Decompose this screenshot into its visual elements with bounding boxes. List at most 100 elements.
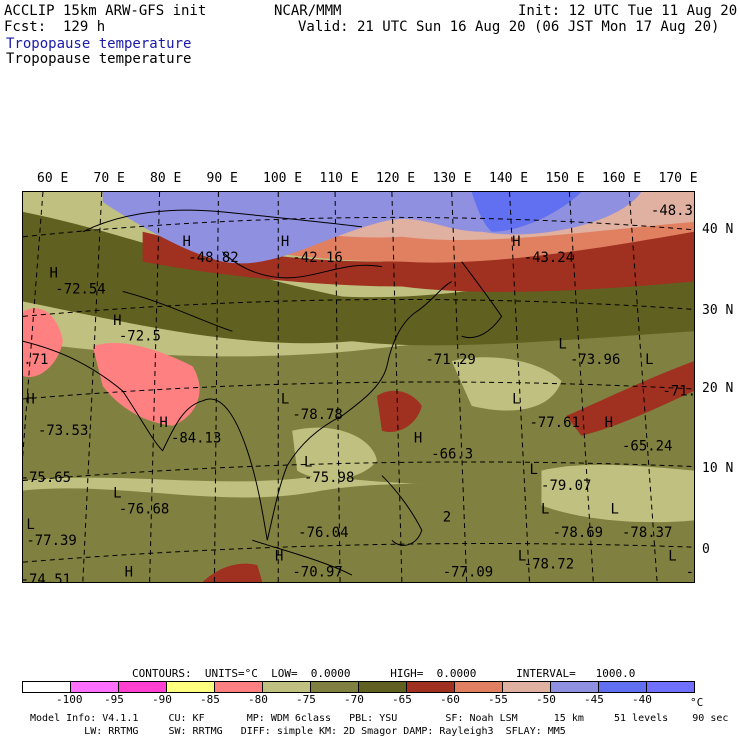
colorbar-tick: -50 [536, 693, 556, 706]
longitude-label: 60 E [37, 171, 69, 186]
coastlines [23, 209, 503, 576]
map-panel: H-48.82H-42.16-48.37H-43.24H-72.54H-72.5… [22, 191, 695, 583]
value-label: -66.3 [431, 446, 473, 462]
colorbar-swatch [262, 681, 311, 693]
longitude-label: 100 E [263, 171, 303, 186]
longitude-label: 80 E [150, 171, 182, 186]
band-blue [471, 192, 582, 232]
low-marker: L [541, 501, 549, 517]
value-label: -78.69 [553, 525, 603, 541]
longitude-label: 150 E [545, 171, 585, 186]
colorbar-tick: -45 [584, 693, 604, 706]
value-label: -48.37 [651, 203, 694, 219]
patch-tan-3 [292, 427, 377, 480]
value-label: -48.82 [188, 250, 238, 266]
model-info-line1: Model Info: V4.1.1 CU: KF MP: WDM 6class… [30, 713, 729, 724]
colorbar-swatch [406, 681, 455, 693]
value-label: -70.97 [292, 564, 342, 580]
colorbar-swatch [598, 681, 647, 693]
value-label: -78.1 [686, 564, 694, 580]
colorbar-unit: °C [690, 696, 704, 709]
low-marker: L [558, 336, 566, 352]
tropopause-temperature-map: H-48.82H-42.16-48.37H-43.24H-72.54H-72.5… [23, 192, 694, 582]
high-marker: H [159, 415, 167, 431]
latitude-label: 10 N [702, 461, 734, 476]
high-marker: H [512, 234, 520, 250]
colorbar-swatch [214, 681, 263, 693]
patch-tan-2 [541, 464, 694, 523]
band-red-north [142, 201, 694, 292]
colorbar-swatch [70, 681, 119, 693]
high-marker: H [281, 234, 289, 250]
value-label: -78.72 [524, 556, 574, 572]
high-marker: H [414, 431, 422, 447]
longitude-label: 120 E [376, 171, 416, 186]
value-label: -43.24 [524, 250, 574, 266]
colorbar-tick: -75 [296, 693, 316, 706]
high-marker: H [26, 391, 34, 407]
model-info-line2: LW: RRTMG SW: RRTMG DIFF: simple KM: 2D … [30, 726, 566, 737]
colorbar-tick: -90 [152, 693, 172, 706]
low-marker: L [512, 391, 520, 407]
high-marker: H [275, 549, 283, 565]
colorbar-swatch [310, 681, 359, 693]
value-label: -73.96 [570, 352, 620, 368]
value-label: -73.53 [38, 423, 88, 439]
graticule [23, 192, 694, 582]
value-label: -77.39 [26, 533, 76, 549]
patch-red-bottom [202, 563, 263, 582]
colorbar-tick: -85 [200, 693, 220, 706]
colorbar-swatch [454, 681, 503, 693]
value-label: -77.09 [443, 564, 493, 580]
colorbar-tick: -100 [56, 693, 83, 706]
colorbar-tick: -80 [248, 693, 268, 706]
patch-pink-india [92, 342, 200, 426]
colorbar-swatch [502, 681, 551, 693]
patch-tan-1 [451, 357, 562, 411]
value-label: -65.24 [622, 439, 672, 455]
colorbar-tick: -70 [344, 693, 364, 706]
colorbar-swatch [118, 681, 167, 693]
colorbar-tick: -55 [488, 693, 508, 706]
organization-label: NCAR/MMM [274, 3, 342, 19]
patch-pink-west [23, 308, 63, 378]
colorbar-tick: -95 [104, 693, 124, 706]
longitude-label: 160 E [602, 171, 642, 186]
low-marker: L [529, 462, 537, 478]
colorbar-tick: -60 [440, 693, 460, 706]
value-label: 2 [443, 509, 451, 525]
forecast-hour: Fcst: 129 h [4, 19, 106, 35]
longitude-label: 110 E [319, 171, 359, 186]
value-label: -74.51 [23, 572, 71, 582]
band-olive-south [23, 480, 694, 582]
field-title-blue: Tropopause temperature [6, 36, 192, 52]
low-marker: L [518, 549, 526, 565]
value-label: -76.68 [119, 501, 169, 517]
low-marker: L [610, 501, 618, 517]
value-label: -75.65 [23, 470, 71, 486]
longitude-label: 70 E [93, 171, 125, 186]
low-marker: L [281, 391, 289, 407]
longitude-label: 90 E [206, 171, 238, 186]
colorbar-swatch [358, 681, 407, 693]
longitude-label: 170 E [658, 171, 698, 186]
high-marker: H [113, 313, 121, 329]
value-label: 2.71 [23, 352, 48, 368]
colorbar-swatch [166, 681, 215, 693]
high-marker: H [183, 234, 191, 250]
value-label: -75.98 [304, 470, 354, 486]
map-value-labels: H-48.82H-42.16-48.37H-43.24H-72.54H-72.5… [23, 203, 694, 582]
model-title: ACCLIP 15km ARW-GFS init [4, 3, 207, 19]
value-label: -71.92 [662, 384, 694, 400]
init-time: Init: 12 UTC Tue 11 Aug 20 [518, 3, 738, 19]
value-label: -42.16 [292, 250, 342, 266]
value-label: -77.61 [529, 415, 579, 431]
contours-line: CONTOURS: UNITS=°C LOW= 0.0000 HIGH= 0.0… [132, 667, 636, 680]
value-label: -72.54 [55, 281, 105, 297]
low-marker: L [304, 454, 312, 470]
high-marker: H [605, 415, 613, 431]
value-label: -71.29 [425, 352, 475, 368]
valid-time: Valid: 21 UTC Sun 16 Aug 20 (06 JST Mon … [298, 19, 720, 35]
low-marker: L [668, 549, 676, 565]
band-dark-olive [23, 211, 694, 346]
